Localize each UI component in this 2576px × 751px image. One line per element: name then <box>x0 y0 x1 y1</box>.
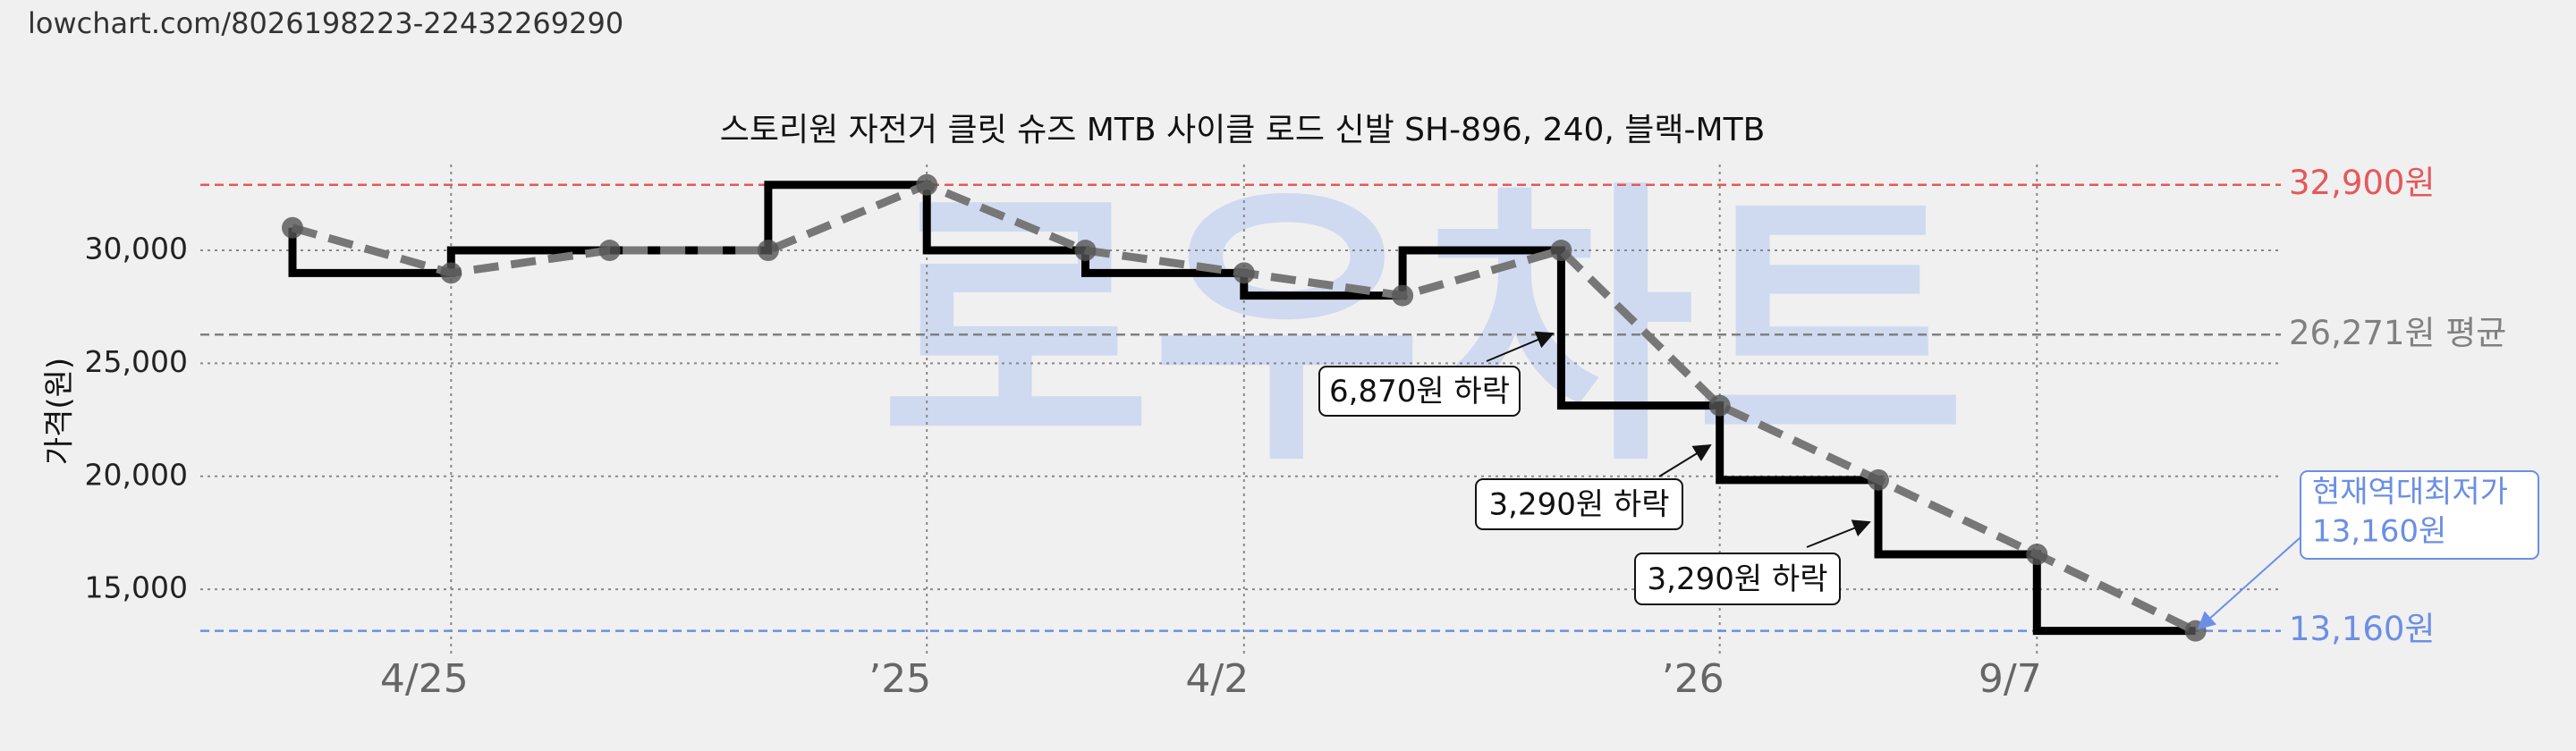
point <box>2026 543 2048 565</box>
x-tick-label: 4/2 <box>1185 656 1249 702</box>
y-tick-label: 30,000 <box>85 232 188 266</box>
point <box>1392 284 1414 307</box>
url: lowchart.com/8026198223-22432269290 <box>28 6 623 40</box>
annotation-box <box>1318 366 1521 417</box>
annotation-text: 3,290원 하락 <box>1648 561 1828 597</box>
x-tick-label: ’25 <box>869 656 931 702</box>
lowest-box <box>2300 470 2539 560</box>
point <box>1233 262 1255 284</box>
y-tick-label: 15,000 <box>85 570 188 605</box>
point <box>440 262 462 284</box>
point <box>1074 240 1097 262</box>
point <box>598 240 621 262</box>
annotation-text: 6,870원 하락 <box>1329 374 1510 409</box>
point <box>1550 240 1572 262</box>
point <box>282 216 303 239</box>
annotation-text: 3,290원 하락 <box>1489 487 1670 523</box>
y-axis-label: 가격(원) <box>42 358 78 465</box>
annotation-box <box>1634 553 1841 605</box>
lowest-text: 13,160원 <box>2312 514 2446 550</box>
step-line <box>288 181 2196 636</box>
watermark: 로우차트 <box>880 157 1966 501</box>
annotation-arrow <box>1658 443 1712 477</box>
lowest-text: 현재역대최저가 <box>2312 475 2508 511</box>
point <box>757 240 779 262</box>
y-tick-label: 20,000 <box>85 457 188 492</box>
x-tick-label: 9/7 <box>1979 656 2042 702</box>
annotation-arrow <box>1806 519 1871 548</box>
x-tick-label: 4/25 <box>380 656 469 702</box>
chart-title: 스토리원 자전거 클릿 슈즈 MTB 사이클 로드 신발 SH-896, 240… <box>720 112 1766 148</box>
reference-label: 32,900원 <box>2289 164 2436 202</box>
point <box>916 173 938 196</box>
lowest-arrow <box>2197 536 2301 630</box>
reference-label: 13,160원 <box>2289 610 2436 648</box>
y-tick-label: 25,000 <box>85 344 188 379</box>
reference-label: 26,271원 평균 <box>2289 314 2506 352</box>
annotation-box <box>1475 478 1683 530</box>
point <box>1868 468 1889 491</box>
x-tick-label: ’26 <box>1662 656 1724 702</box>
point <box>1708 394 1731 417</box>
annotation-arrow <box>1486 331 1555 362</box>
